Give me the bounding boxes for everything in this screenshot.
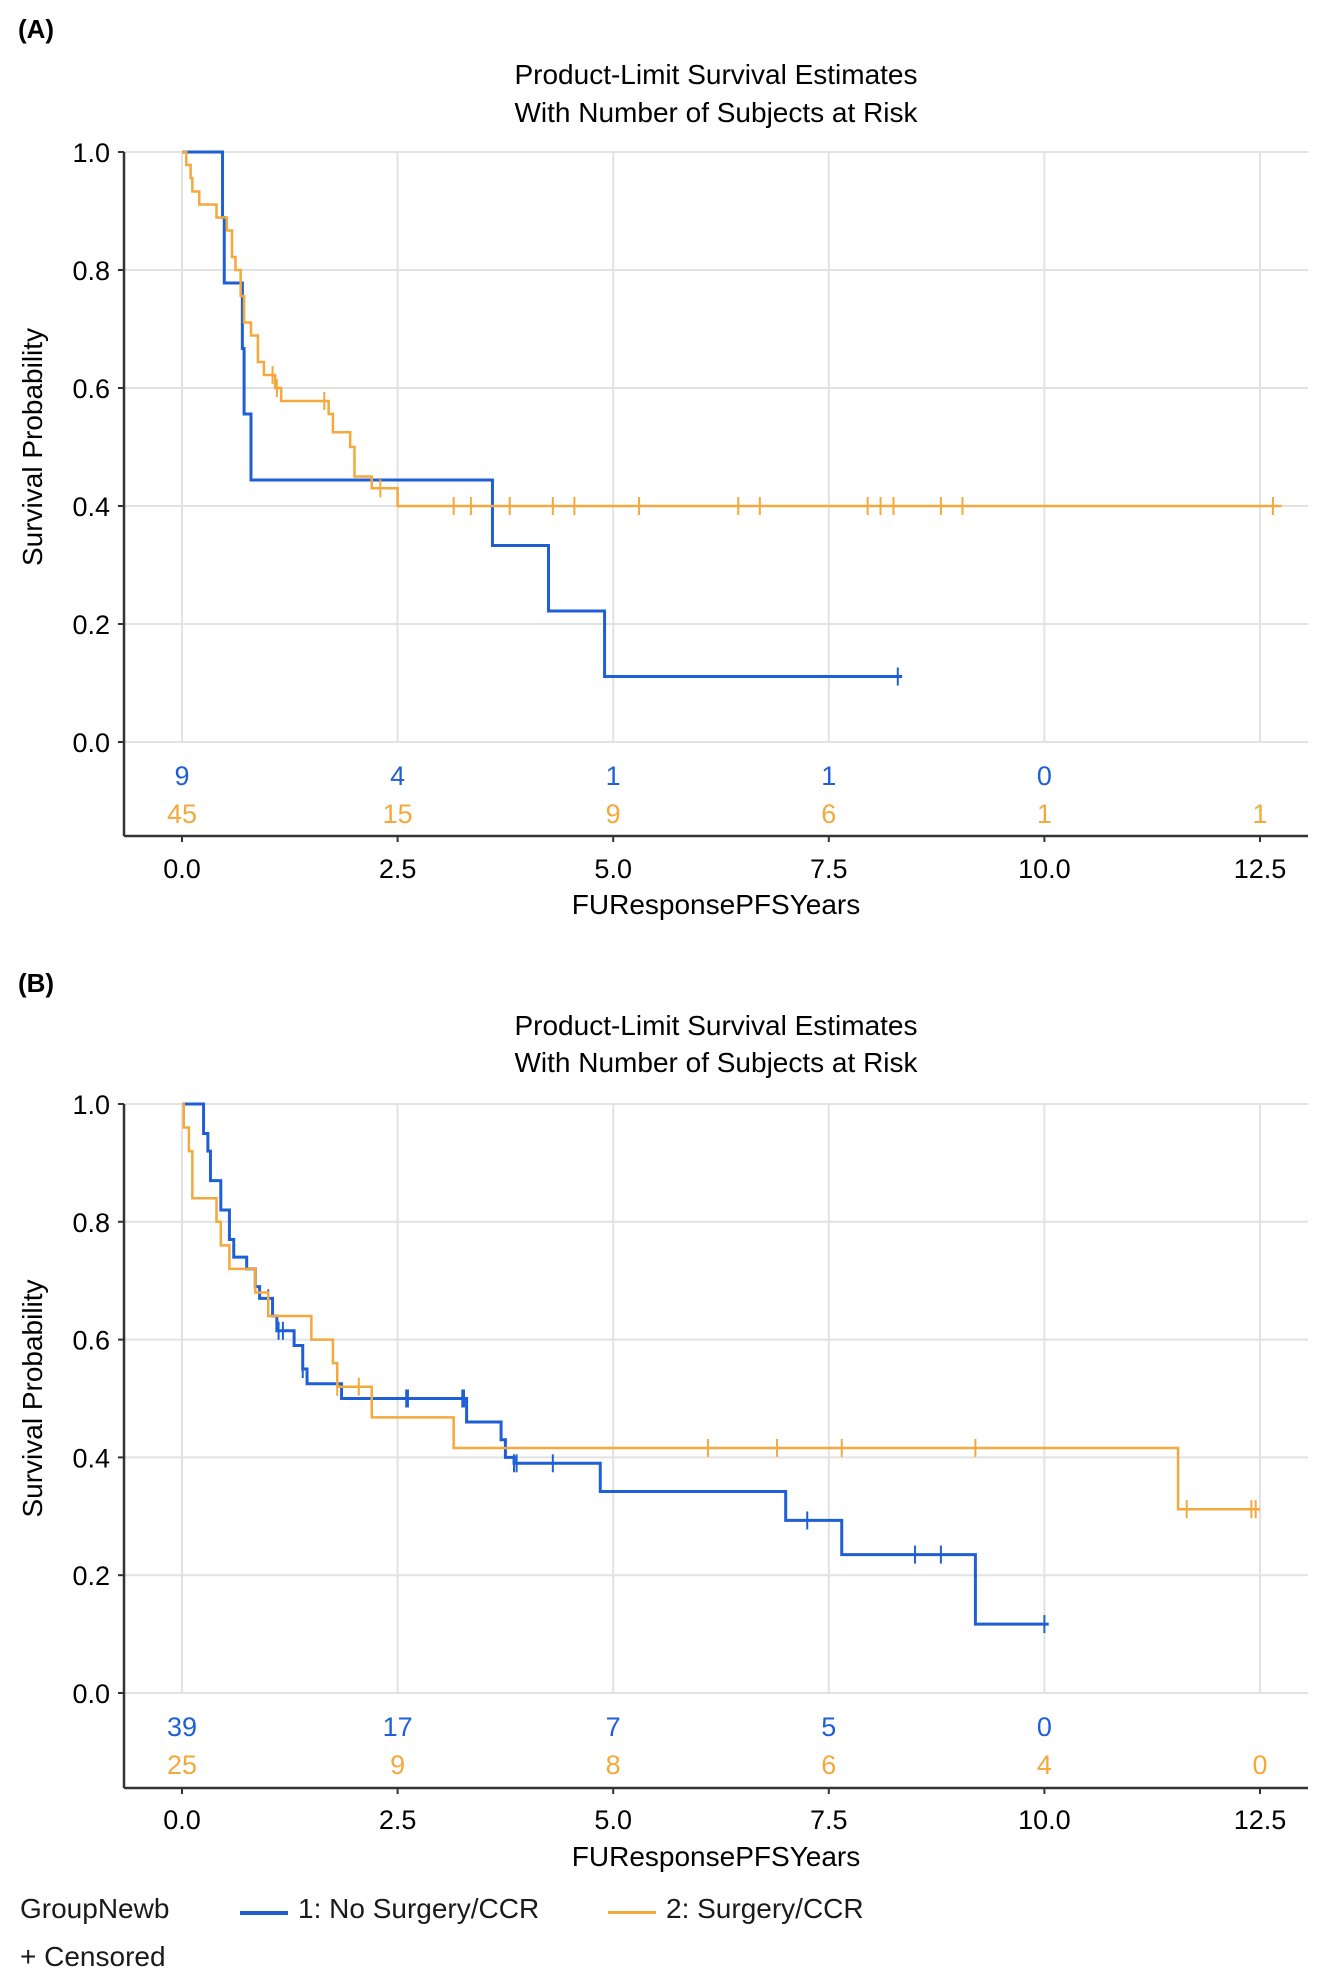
panel-label: (A) [18,14,54,44]
legend-line-group1 [240,1911,288,1915]
at-risk-count: 25 [167,1750,197,1780]
at-risk-count: 1 [1252,799,1267,829]
chart-title-line: With Number of Subjects at Risk [514,97,918,128]
survival-curve-2 [182,1102,1260,1511]
x-tick-label: 12.5 [1234,854,1287,884]
y-axis-label: Survival Probability [17,1279,48,1517]
legend-line-group2 [608,1911,656,1914]
at-risk-count: 9 [390,1750,405,1780]
y-tick-label: 1.0 [72,138,110,168]
y-tick-label: 1.0 [72,1090,110,1120]
y-axis-label: Survival Probability [17,328,48,566]
at-risk-count: 45 [167,799,197,829]
x-tick-label: 2.5 [379,1805,417,1835]
y-tick-label: 0.6 [72,1326,110,1356]
x-tick-label: 0.0 [163,854,201,884]
y-tick-label: 0.6 [72,374,110,404]
y-tick-label: 0.4 [72,1443,110,1473]
x-tick-label: 10.0 [1018,1805,1071,1835]
at-risk-count: 39 [167,1712,197,1742]
at-risk-count: 4 [390,761,405,791]
x-tick-label: 10.0 [1018,854,1071,884]
x-tick-label: 12.5 [1234,1805,1287,1835]
x-axis-label: FUResponsePFSYears [572,889,860,920]
at-risk-count: 8 [606,1750,621,1780]
survival-curve-1 [182,1102,1049,1626]
x-tick-label: 0.0 [163,1805,201,1835]
y-tick-label: 0.2 [72,610,110,640]
survival-curve-2 [182,150,1282,508]
x-tick-label: 5.0 [594,854,632,884]
y-tick-label: 0.8 [72,256,110,286]
at-risk-count: 1 [606,761,621,791]
x-axis-label: FUResponsePFSYears [572,1841,860,1872]
at-risk-count: 4 [1037,1750,1052,1780]
at-risk-count: 15 [383,799,413,829]
at-risk-count: 9 [606,799,621,829]
y-tick-label: 0.8 [72,1208,110,1238]
x-tick-label: 7.5 [810,854,848,884]
y-tick-label: 0.0 [72,728,110,758]
at-risk-count: 5 [821,1712,836,1742]
at-risk-count: 7 [606,1712,621,1742]
chart-title-line: Product-Limit Survival Estimates [514,1010,917,1041]
x-tick-label: 7.5 [810,1805,848,1835]
legend-label-group1: 1: No Surgery/CCR [298,1893,540,1924]
at-risk-count: 0 [1252,1750,1267,1780]
y-tick-label: 0.0 [72,1679,110,1709]
panel-label: (B) [18,968,54,998]
x-tick-label: 5.0 [594,1805,632,1835]
at-risk-count: 1 [1037,799,1052,829]
at-risk-count: 0 [1037,1712,1052,1742]
at-risk-count: 6 [821,799,836,829]
at-risk-count: 0 [1037,761,1052,791]
x-tick-label: 2.5 [379,854,417,884]
at-risk-count: 9 [174,761,189,791]
at-risk-count: 6 [821,1750,836,1780]
at-risk-count: 17 [383,1712,413,1742]
chart-title-line: With Number of Subjects at Risk [514,1047,918,1078]
at-risk-count: 1 [821,761,836,791]
survival-curve-1 [182,150,903,679]
legend-censored: + Censored [20,1941,166,1972]
legend-label-group2: 2: Surgery/CCR [666,1893,864,1924]
chart-title-line: Product-Limit Survival Estimates [514,59,917,90]
y-tick-label: 0.4 [72,492,110,522]
y-tick-label: 0.2 [72,1561,110,1591]
legend-title: GroupNewb [20,1893,170,1924]
